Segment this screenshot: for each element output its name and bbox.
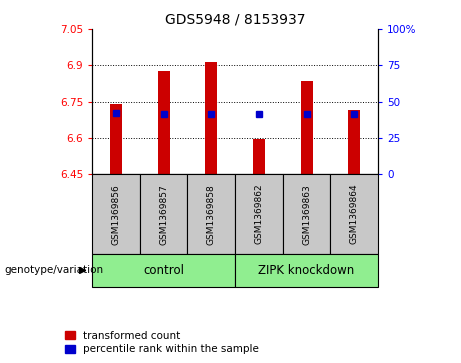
Bar <box>188 174 235 254</box>
Bar <box>92 254 235 287</box>
Title: GDS5948 / 8153937: GDS5948 / 8153937 <box>165 12 305 26</box>
Text: ZIPK knockdown: ZIPK knockdown <box>259 264 355 277</box>
Bar <box>348 110 360 174</box>
Bar <box>92 174 140 254</box>
Text: GSM1369862: GSM1369862 <box>254 184 263 245</box>
Bar <box>235 174 283 254</box>
Bar <box>140 174 188 254</box>
Text: GSM1369863: GSM1369863 <box>302 184 311 245</box>
Text: GSM1369857: GSM1369857 <box>159 184 168 245</box>
Legend: transformed count, percentile rank within the sample: transformed count, percentile rank withi… <box>65 331 259 354</box>
Text: GSM1369856: GSM1369856 <box>112 184 120 245</box>
Bar <box>331 174 378 254</box>
Text: GSM1369864: GSM1369864 <box>350 184 359 245</box>
Text: control: control <box>143 264 184 277</box>
Bar <box>253 139 265 174</box>
Bar <box>205 62 217 174</box>
Bar <box>110 104 122 174</box>
Text: genotype/variation: genotype/variation <box>5 265 104 276</box>
Bar <box>283 174 331 254</box>
Bar <box>235 254 378 287</box>
Bar <box>301 81 313 174</box>
Bar <box>158 72 170 174</box>
Text: GSM1369858: GSM1369858 <box>207 184 216 245</box>
